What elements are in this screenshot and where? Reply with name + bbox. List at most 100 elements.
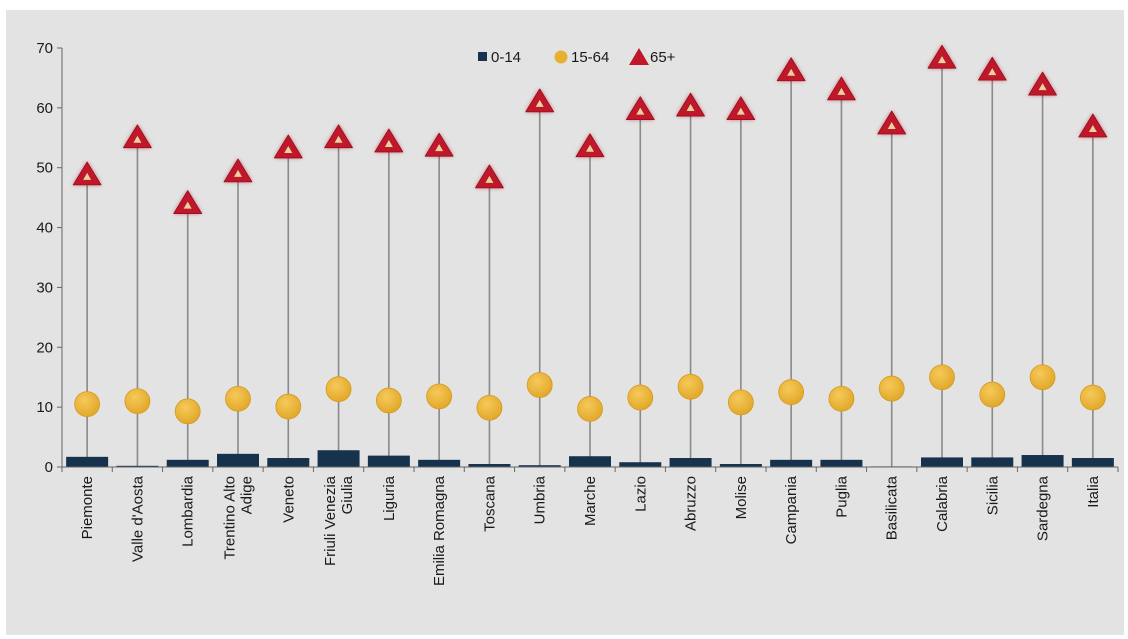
triangle-inner-mark	[384, 139, 393, 147]
triangle-inner-mark	[787, 68, 796, 76]
x-category-label-lombardia: Lombardia	[180, 475, 197, 547]
x-category-label-text: Emilia Romagna	[431, 475, 448, 586]
triangle-inner-mark	[133, 135, 142, 143]
y-tick-label: 60	[36, 100, 53, 117]
x-category-label-text: Piemonte	[79, 476, 96, 539]
legend-swatch-65-plus	[629, 48, 649, 65]
y-tick-label: 0	[45, 459, 53, 476]
triangle-inner-mark	[334, 135, 343, 143]
series-65-plus-markers	[72, 44, 1108, 215]
dot-plot-chart: 0 10 20 30 40 50 60 70 Piemonte Valle d'Aosta Lomb…	[36, 40, 1119, 586]
legend-label-0-14: 0-14	[491, 49, 521, 66]
series-15-64-markers	[74, 364, 1106, 425]
dot-15-64-friuli-venezia-giulia	[325, 376, 352, 403]
x-category-label-basilicata: Basilicata	[884, 475, 901, 540]
dot-15-64-sardegna	[1029, 364, 1056, 391]
y-tick-label: 40	[36, 220, 53, 237]
x-category-label-text: Marche	[582, 476, 599, 526]
bar-0-14-liguria	[367, 455, 410, 467]
triangle-inner-mark	[435, 144, 444, 152]
x-category-label-calabria: Calabria	[934, 475, 951, 532]
bar-0-14-friuli-venezia-giulia	[317, 450, 360, 467]
x-category-label-text: Valle d'Aosta	[129, 475, 146, 562]
bar-0-14-lombardia	[166, 459, 209, 467]
triangle-inner-mark	[1038, 83, 1047, 91]
triangle-inner-mark	[183, 201, 192, 209]
x-category-label-lazio: Lazio	[632, 476, 649, 512]
legend-label-65-plus: 65+	[650, 49, 676, 66]
dot-15-64-molise	[727, 389, 754, 416]
y-tick-label: 50	[36, 160, 53, 177]
bar-0-14-campania	[770, 459, 813, 467]
x-category-label-text: Abruzzo	[683, 476, 700, 531]
triangle-inner-mark	[83, 172, 92, 180]
legend: 0-14 15-64 65+	[478, 48, 676, 66]
x-category-label-text: Umbria	[532, 475, 549, 524]
x-category-label-text: Sardegna	[1035, 475, 1052, 541]
dot-15-64-basilicata	[878, 375, 905, 402]
dot-15-64-lazio	[627, 384, 654, 411]
x-category-label-text: Trentino Alto	[222, 476, 239, 560]
y-tick-label: 10	[36, 399, 53, 416]
x-category-label-campania: Campania	[783, 475, 800, 544]
chart-panel: 0 10 20 30 40 50 60 70 Piemonte Valle d'Aosta Lomb…	[6, 10, 1124, 635]
bar-0-14-valle-d-aosta	[116, 465, 159, 467]
x-category-label-text: Basilicata	[884, 475, 901, 540]
legend-label-15-64: 15-64	[571, 49, 609, 66]
triangle-inner-mark	[988, 68, 997, 76]
x-category-label-sardegna: Sardegna	[1035, 475, 1052, 541]
triangle-inner-mark	[586, 144, 594, 152]
bar-0-14-piemonte	[66, 456, 109, 467]
bar-0-14-sardegna	[1021, 455, 1064, 467]
bar-0-14-emilia-romagna	[418, 459, 461, 467]
dot-15-64-veneto	[275, 393, 302, 420]
x-category-label-liguria: Liguria	[381, 475, 398, 521]
bar-0-14-calabria	[921, 457, 963, 467]
triangle-inner-mark	[887, 122, 896, 130]
y-tick-label: 70	[36, 40, 53, 57]
x-category-label-text: Lombardia	[180, 475, 197, 547]
bar-0-14-toscana	[468, 464, 511, 467]
bar-0-14-marche	[569, 456, 611, 467]
x-category-label-text: Campania	[783, 475, 800, 544]
legend-swatch-15-64	[554, 50, 568, 64]
dot-15-64-valle-d-aosta	[124, 388, 151, 415]
x-category-label-umbria: Umbria	[532, 475, 549, 524]
x-category-label-text: Liguria	[381, 475, 398, 521]
triangle-inner-mark	[686, 104, 695, 112]
x-category-label-toscana: Toscana	[481, 475, 498, 532]
dot-15-64-piemonte	[74, 391, 101, 418]
triangle-inner-mark	[1088, 125, 1097, 133]
dot-15-64-lombardia	[174, 398, 201, 425]
x-category-label-valle-d-aosta: Valle d'Aosta	[129, 475, 146, 562]
triangle-inner-mark	[485, 175, 494, 183]
x-category-label-text: Giulia	[339, 475, 356, 514]
bar-0-14-italia	[1071, 458, 1114, 467]
x-category-label-veneto: Veneto	[280, 476, 297, 523]
dot-15-64-puglia	[828, 385, 855, 412]
triangle-inner-mark	[837, 87, 846, 95]
dot-15-64-toscana	[476, 394, 503, 421]
dot-15-64-marche	[577, 396, 603, 422]
x-category-label-text: Calabria	[934, 475, 951, 532]
bar-0-14-abruzzo	[669, 458, 712, 467]
bar-0-14-veneto	[267, 458, 310, 467]
triangle-inner-mark	[284, 145, 293, 153]
x-category-label-abruzzo: Abruzzo	[683, 476, 700, 531]
bar-0-14-sicilia	[971, 457, 1014, 467]
dot-15-64-abruzzo	[677, 373, 704, 400]
dot-15-64-liguria	[375, 387, 402, 414]
x-category-label-italia: Italia	[1085, 475, 1102, 507]
x-category-label-sicilia: Sicilia	[984, 475, 1001, 515]
x-category-label-text: Adige	[239, 476, 256, 514]
series-0-14-bars	[66, 450, 1114, 468]
x-category-label-text: Sicilia	[984, 475, 1001, 515]
x-category-label-trentino-alto-adige: Trentino Alto Adige	[222, 476, 256, 560]
y-tick-label: 20	[36, 339, 53, 356]
dot-15-64-trentino-alto-adige	[225, 385, 251, 412]
dot-15-64-sicilia	[979, 381, 1006, 408]
bar-0-14-lazio	[619, 462, 662, 467]
triangle-inner-mark	[234, 169, 242, 177]
bar-0-14-umbria	[518, 465, 561, 467]
bar-0-14-puglia	[820, 459, 863, 467]
